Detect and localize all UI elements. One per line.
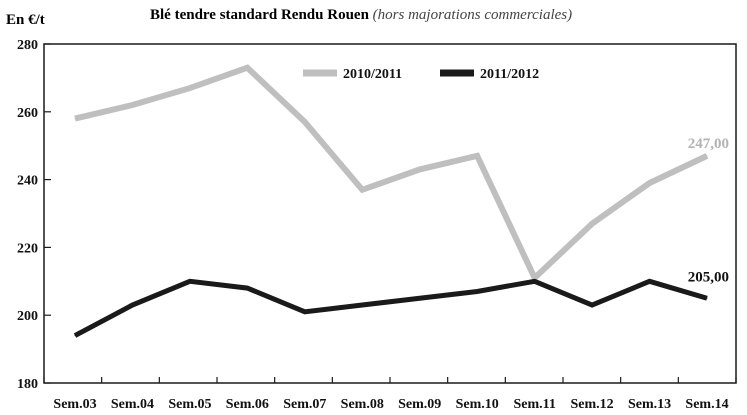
x-tick-label: Sem.04 (111, 397, 154, 412)
chart-subtitle: (hors majorations commerciales) (373, 7, 572, 23)
data-point (534, 277, 536, 279)
data-point (476, 155, 478, 157)
y-axis: 180 200 220 240 260 280 (17, 38, 51, 392)
x-axis: Sem.03 Sem.04 Sem.05 Sem.06 Sem.07 Sem.08 Sem.… (43, 377, 737, 412)
x-tick-label: Sem.10 (456, 397, 499, 412)
y-tick-label: 240 (17, 174, 38, 189)
series-line-2011-2012 (73, 278, 708, 338)
x-tick-label: Sem.09 (398, 397, 441, 412)
data-point (649, 182, 651, 184)
data-point (534, 280, 536, 282)
y-axis-unit-label: En €/t (6, 12, 45, 28)
legend-label: 2011/2012 (480, 67, 539, 82)
series-line-2010-2011 (74, 64, 709, 283)
legend: 2010/2011 2011/2012 (303, 67, 539, 82)
data-point (304, 311, 306, 313)
data-point (591, 223, 593, 225)
x-tick-label: Sem.12 (571, 397, 614, 412)
chart-title: Blé tendre standard Rendu Rouen (hors ma… (150, 7, 572, 23)
data-point (189, 87, 191, 89)
y-tick-label: 280 (17, 38, 38, 53)
data-point (706, 155, 708, 157)
data-point (419, 297, 421, 299)
data-point (74, 118, 76, 120)
x-tick-label: Sem.11 (513, 397, 555, 412)
data-point (476, 290, 478, 292)
x-tick-label: Sem.06 (226, 397, 269, 412)
y-tick-label: 260 (17, 106, 38, 121)
data-point (189, 280, 191, 282)
x-tick-label: Sem.05 (168, 397, 211, 412)
legend-label: 2010/2011 (343, 67, 402, 82)
data-point (74, 335, 76, 337)
y-tick-label: 200 (17, 309, 38, 324)
data-point (419, 168, 421, 170)
data-point (706, 297, 708, 299)
x-tick-label: Sem.08 (341, 397, 384, 412)
data-point (591, 304, 593, 306)
data-point (649, 280, 651, 282)
data-point (361, 189, 363, 191)
x-tick-label: Sem.07 (283, 397, 326, 412)
y-tick-label: 220 (17, 241, 38, 256)
plot-area-frame (43, 43, 737, 384)
y-tick-label: 180 (17, 377, 38, 392)
x-tick-label: Sem.03 (53, 397, 96, 412)
data-label: 205,00 (688, 269, 729, 285)
x-tick-label: Sem.14 (685, 397, 728, 412)
data-labels: 247,00 205,00 (688, 136, 729, 285)
data-label: 247,00 (688, 136, 729, 152)
data-point (304, 121, 306, 123)
x-tick-label: Sem.13 (628, 397, 671, 412)
series-lines (73, 64, 709, 338)
data-point (131, 304, 133, 306)
data-point (361, 304, 363, 306)
data-point (246, 287, 248, 289)
data-point (131, 104, 133, 106)
data-point (246, 67, 248, 69)
